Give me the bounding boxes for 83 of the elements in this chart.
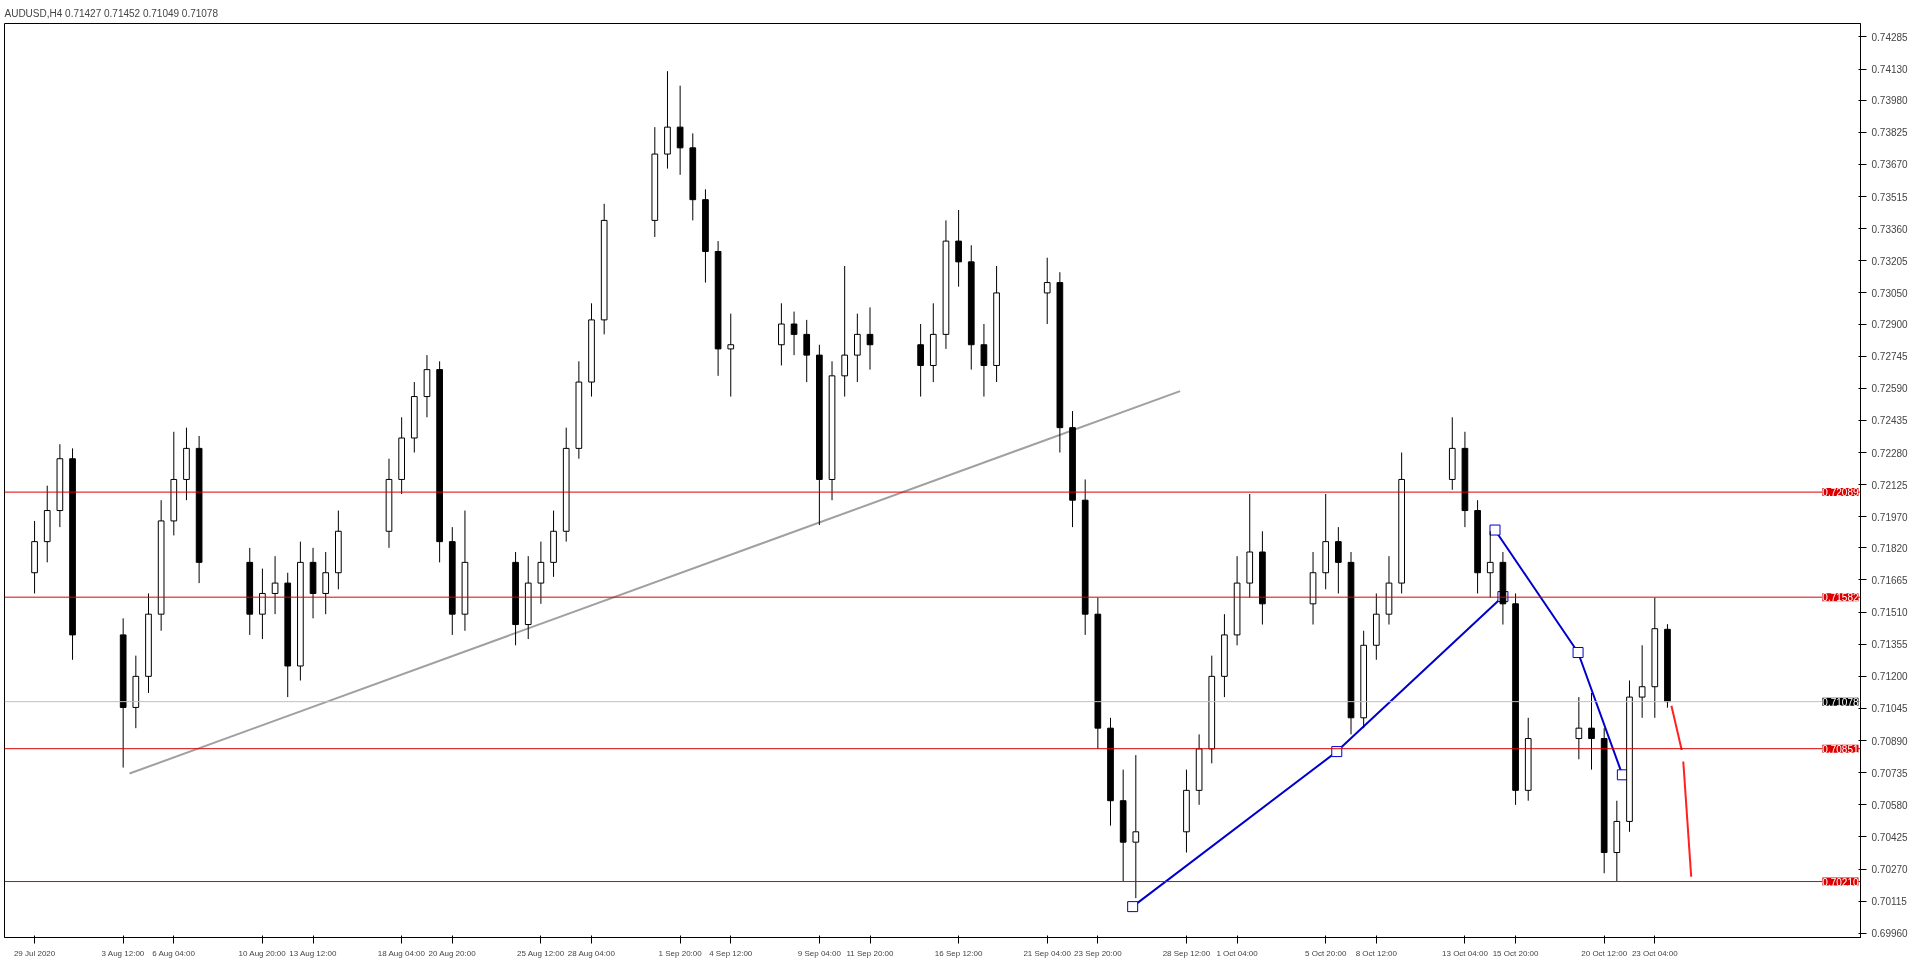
x-tick-label: 10 Aug 20:00 bbox=[238, 948, 287, 958]
x-tick-label: 3 Aug 12:00 bbox=[101, 948, 145, 958]
y-tick-label: 0.70890 bbox=[1871, 735, 1909, 747]
y-tick-label: 0.69960 bbox=[1871, 928, 1909, 940]
ref-line-label: 0.71078 bbox=[1822, 696, 1859, 708]
x-tick-label: 15 Oct 20:00 bbox=[1492, 948, 1540, 958]
candlestick bbox=[980, 323, 988, 398]
x-tick-label: 21 Sep 04:00 bbox=[1023, 948, 1072, 958]
y-tick-label: 0.73360 bbox=[1871, 223, 1909, 235]
y-tick-label: 0.70270 bbox=[1871, 864, 1909, 876]
candlestick bbox=[537, 541, 545, 605]
x-tick-label: 20 Aug 20:00 bbox=[428, 948, 477, 958]
chart-title: AUDUSD,H4 0.71427 0.71452 0.71049 0.71078 bbox=[4, 7, 219, 19]
y-tick-label: 0.71510 bbox=[1871, 607, 1909, 619]
candlestick bbox=[322, 551, 330, 615]
y-tick-label: 0.74130 bbox=[1871, 64, 1909, 76]
x-tick-label: 1 Oct 04:00 bbox=[1216, 948, 1259, 958]
candlestick bbox=[917, 323, 924, 398]
candlestick bbox=[1132, 754, 1140, 899]
ref-line-label: 0.70210 bbox=[1822, 876, 1859, 888]
y-tick-label: 0.70425 bbox=[1871, 831, 1909, 843]
x-tick-label: 13 Oct 04:00 bbox=[1442, 948, 1489, 958]
y-tick-label: 0.73825 bbox=[1871, 127, 1909, 139]
candlestick bbox=[1638, 644, 1646, 719]
candlestick bbox=[778, 302, 785, 366]
y-tick-label: 0.72590 bbox=[1871, 383, 1909, 395]
y-tick-label: 0.70580 bbox=[1871, 799, 1909, 811]
candlestick bbox=[1588, 692, 1595, 771]
candlestick bbox=[790, 311, 798, 356]
candlestick bbox=[955, 209, 962, 288]
ref-line-label: 0.72089 bbox=[1822, 487, 1859, 499]
y-tick-label: 0.72900 bbox=[1871, 319, 1909, 331]
candlestick bbox=[259, 568, 266, 640]
y-tick-label: 0.73980 bbox=[1871, 95, 1909, 107]
x-tick-label: 11 Sep 20:00 bbox=[846, 948, 895, 958]
candlestick bbox=[676, 85, 684, 176]
x-tick-label: 28 Sep 12:00 bbox=[1162, 948, 1211, 958]
y-tick-label: 0.74285 bbox=[1871, 31, 1909, 43]
y-tick-label: 0.70115 bbox=[1871, 896, 1908, 908]
y-tick-label: 0.71665 bbox=[1871, 574, 1909, 586]
y-tick-label: 0.70735 bbox=[1871, 767, 1909, 779]
y-tick-label: 0.72280 bbox=[1871, 447, 1909, 459]
y-tick-label: 0.71355 bbox=[1871, 639, 1909, 651]
candlestick bbox=[727, 313, 735, 398]
y-tick-label: 0.73670 bbox=[1871, 159, 1909, 171]
x-tick-label: 9 Sep 04:00 bbox=[797, 948, 842, 958]
x-tick-label: 4 Sep 12:00 bbox=[709, 948, 753, 958]
candlestick bbox=[1335, 526, 1342, 594]
x-tick-label: 5 Oct 20:00 bbox=[1305, 948, 1347, 958]
y-tick-label: 0.73050 bbox=[1871, 287, 1909, 299]
x-tick-label: 28 Aug 04:00 bbox=[567, 948, 616, 958]
candlestick bbox=[271, 555, 279, 615]
y-tick-label: 0.71820 bbox=[1871, 542, 1909, 554]
y-tick-label: 0.72435 bbox=[1871, 415, 1909, 427]
x-tick-label: 20 Oct 12:00 bbox=[1581, 948, 1628, 958]
x-tick-label: 13 Aug 12:00 bbox=[289, 948, 337, 958]
x-tick-label: 1 Sep 20:00 bbox=[658, 948, 703, 958]
candlestick bbox=[1043, 257, 1051, 325]
x-tick-label: 23 Oct 04:00 bbox=[1631, 948, 1679, 958]
point bbox=[1489, 524, 1501, 536]
ref-line-label: 0.70851 bbox=[1822, 743, 1859, 755]
candlestick bbox=[853, 313, 861, 383]
point bbox=[1127, 901, 1139, 913]
x-tick-label: 18 Aug 04:00 bbox=[377, 948, 426, 958]
y-tick-label: 0.73515 bbox=[1871, 191, 1909, 203]
y-tick-label: 0.71200 bbox=[1871, 671, 1909, 683]
x-tick-label: 23 Sep 20:00 bbox=[1074, 948, 1123, 958]
y-tick-label: 0.71970 bbox=[1871, 511, 1909, 523]
y-tick-label: 0.71045 bbox=[1871, 703, 1909, 715]
point bbox=[1572, 647, 1584, 659]
y-tick-label: 0.73205 bbox=[1871, 255, 1909, 267]
y-tick-label: 0.72125 bbox=[1871, 479, 1909, 491]
candlestick bbox=[1575, 696, 1583, 760]
candlestick bbox=[803, 319, 811, 383]
x-tick-label: 29 Jul 2020 bbox=[13, 948, 56, 958]
ref-line-label: 0.71582 bbox=[1822, 592, 1859, 604]
x-tick-label: 8 Oct 12:00 bbox=[1355, 948, 1398, 958]
x-tick-label: 6 Aug 04:00 bbox=[152, 948, 196, 958]
x-tick-label: 16 Sep 12:00 bbox=[934, 948, 983, 958]
x-tick-label: 25 Aug 12:00 bbox=[517, 948, 565, 958]
point bbox=[1331, 746, 1343, 758]
candlestick bbox=[841, 265, 849, 398]
y-tick-label: 0.72745 bbox=[1871, 351, 1909, 363]
